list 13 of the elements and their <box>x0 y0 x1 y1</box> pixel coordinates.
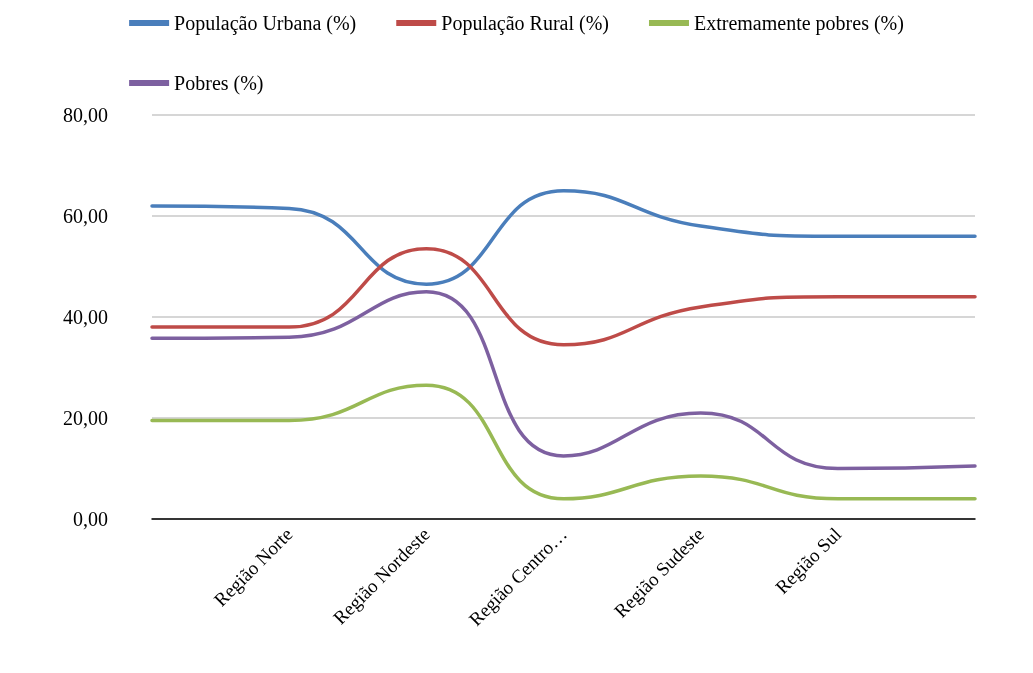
line-series <box>150 247 977 347</box>
legend-label: População Rural (%) <box>441 12 609 35</box>
legend-label: População Urbana (%) <box>174 12 357 35</box>
y-tick-label: 60,00 <box>63 205 108 227</box>
legend-label: Pobres (%) <box>174 72 264 95</box>
line-series <box>150 189 977 286</box>
line-series <box>150 290 977 471</box>
line-series <box>150 383 977 501</box>
y-tick-label: 20,00 <box>63 407 108 429</box>
y-tick-label: 40,00 <box>63 306 108 328</box>
y-tick-label: 0,00 <box>73 508 108 530</box>
legend-label: Extremamente pobres (%) <box>693 12 904 35</box>
y-tick-label: 80,00 <box>63 104 108 126</box>
